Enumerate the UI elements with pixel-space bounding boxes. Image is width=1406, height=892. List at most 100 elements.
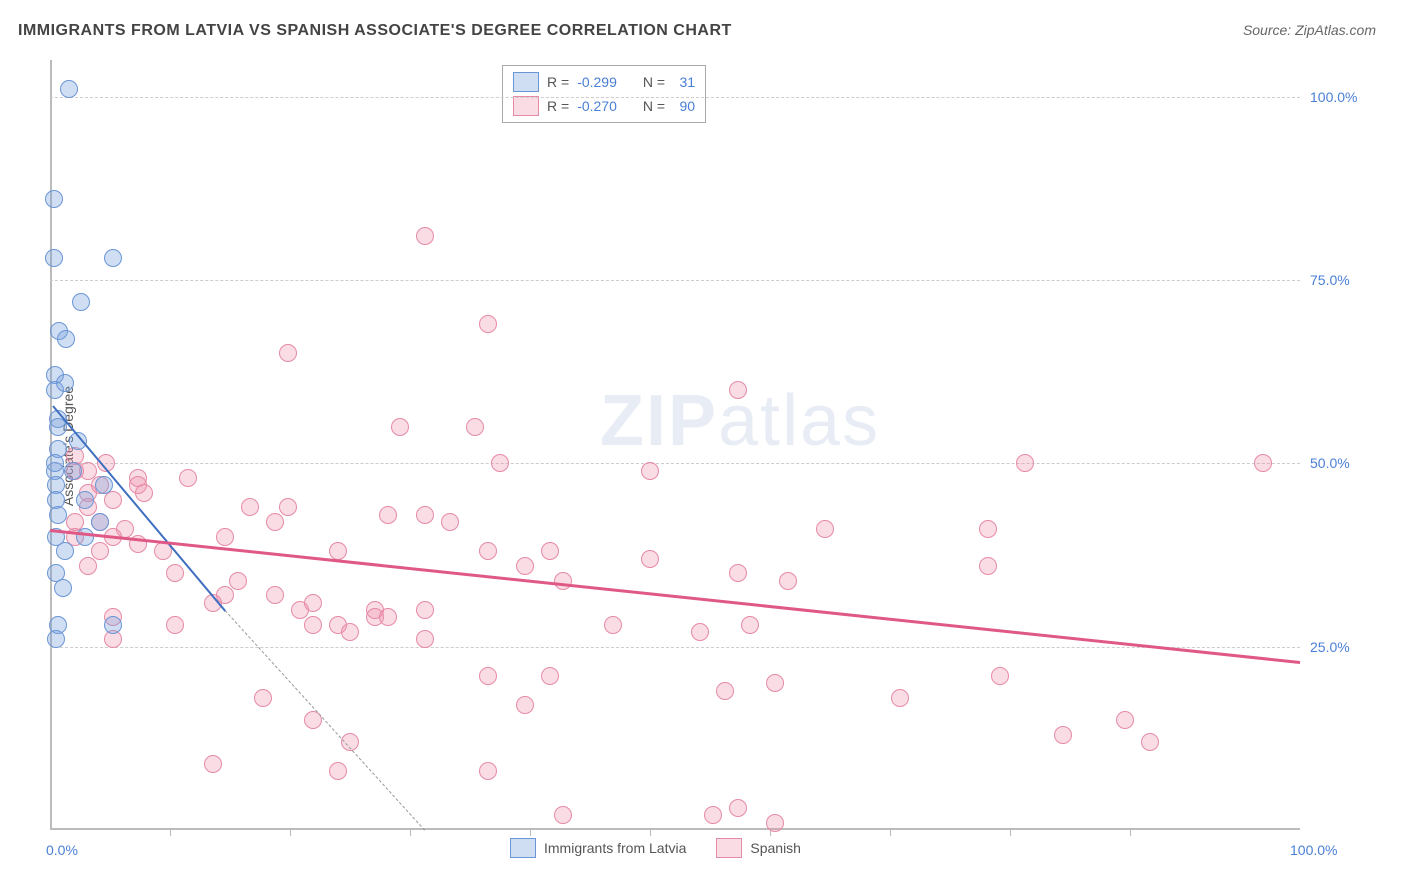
chart-title: IMMIGRANTS FROM LATVIA VS SPANISH ASSOCI… bbox=[18, 22, 732, 40]
data-point bbox=[441, 513, 459, 531]
data-point bbox=[341, 623, 359, 641]
stats-legend: R = -0.299 N = 31 R = -0.270 N = 90 bbox=[502, 65, 706, 123]
data-point bbox=[64, 462, 82, 480]
swatch-series-a-bottom bbox=[510, 838, 536, 858]
y-tick-label: 50.0% bbox=[1310, 455, 1350, 471]
trend-line bbox=[50, 529, 1300, 663]
data-point bbox=[479, 762, 497, 780]
data-point bbox=[216, 528, 234, 546]
source-credit: Source: ZipAtlas.com bbox=[1243, 22, 1376, 38]
x-min-label: 0.0% bbox=[46, 842, 78, 858]
data-point bbox=[466, 418, 484, 436]
data-point bbox=[135, 484, 153, 502]
data-point bbox=[691, 623, 709, 641]
data-point bbox=[72, 293, 90, 311]
r-label-b: R = bbox=[547, 98, 569, 114]
y-tick-label: 75.0% bbox=[1310, 272, 1350, 288]
data-point bbox=[79, 557, 97, 575]
data-point bbox=[516, 557, 534, 575]
y-tick-label: 25.0% bbox=[1310, 639, 1350, 655]
data-point bbox=[56, 542, 74, 560]
n-label-b: N = bbox=[643, 98, 665, 114]
n-label: N = bbox=[643, 74, 665, 90]
data-point bbox=[46, 454, 64, 472]
x-tick-mark bbox=[1010, 830, 1011, 836]
data-point bbox=[704, 806, 722, 824]
stats-row-a: R = -0.299 N = 31 bbox=[513, 70, 695, 94]
data-point bbox=[379, 608, 397, 626]
data-point bbox=[254, 689, 272, 707]
data-point bbox=[641, 462, 659, 480]
series-legend: Immigrants from Latvia Spanish bbox=[510, 838, 801, 858]
data-point bbox=[54, 579, 72, 597]
legend-item-b: Spanish bbox=[716, 838, 801, 858]
data-point bbox=[766, 674, 784, 692]
x-tick-mark bbox=[890, 830, 891, 836]
data-point bbox=[304, 594, 322, 612]
x-tick-mark bbox=[530, 830, 531, 836]
x-axis-line bbox=[50, 828, 1300, 830]
data-point bbox=[56, 374, 74, 392]
data-point bbox=[391, 418, 409, 436]
r-value-b: -0.270 bbox=[577, 98, 617, 114]
data-point bbox=[166, 616, 184, 634]
data-point bbox=[516, 696, 534, 714]
data-point bbox=[204, 755, 222, 773]
x-max-label: 100.0% bbox=[1290, 842, 1350, 858]
data-point bbox=[979, 520, 997, 538]
data-point bbox=[716, 682, 734, 700]
gridline bbox=[50, 97, 1300, 98]
data-point bbox=[891, 689, 909, 707]
data-point bbox=[416, 630, 434, 648]
data-point bbox=[329, 542, 347, 560]
x-tick-mark bbox=[170, 830, 171, 836]
scatter-chart: ZIPatlas R = -0.299 N = 31 R = -0.270 N … bbox=[50, 60, 1300, 830]
legend-item-a: Immigrants from Latvia bbox=[510, 838, 686, 858]
data-point bbox=[1254, 454, 1272, 472]
data-point bbox=[76, 528, 94, 546]
r-label: R = bbox=[547, 74, 569, 90]
data-point bbox=[91, 542, 109, 560]
n-value-a: 31 bbox=[673, 74, 695, 90]
data-point bbox=[479, 667, 497, 685]
data-point bbox=[95, 476, 113, 494]
x-tick-mark bbox=[290, 830, 291, 836]
data-point bbox=[991, 667, 1009, 685]
gridline bbox=[50, 463, 1300, 464]
data-point bbox=[329, 762, 347, 780]
data-point bbox=[91, 513, 109, 531]
data-point bbox=[47, 630, 65, 648]
data-point bbox=[229, 572, 247, 590]
data-point bbox=[416, 601, 434, 619]
n-value-b: 90 bbox=[673, 98, 695, 114]
data-point bbox=[541, 542, 559, 560]
data-point bbox=[479, 315, 497, 333]
data-point bbox=[60, 80, 78, 98]
x-tick-mark bbox=[410, 830, 411, 836]
data-point bbox=[729, 799, 747, 817]
watermark-bold: ZIP bbox=[600, 381, 718, 461]
x-tick-mark bbox=[1130, 830, 1131, 836]
data-point bbox=[491, 454, 509, 472]
data-point bbox=[1054, 726, 1072, 744]
data-point bbox=[979, 557, 997, 575]
data-point bbox=[279, 498, 297, 516]
data-point bbox=[741, 616, 759, 634]
data-point bbox=[416, 227, 434, 245]
data-point bbox=[304, 616, 322, 634]
data-point bbox=[166, 564, 184, 582]
source-prefix: Source: bbox=[1243, 22, 1295, 38]
data-point bbox=[541, 667, 559, 685]
data-point bbox=[766, 814, 784, 832]
data-point bbox=[179, 469, 197, 487]
r-value-a: -0.299 bbox=[577, 74, 617, 90]
swatch-series-a bbox=[513, 72, 539, 92]
x-tick-mark bbox=[650, 830, 651, 836]
data-point bbox=[45, 249, 63, 267]
data-point bbox=[379, 506, 397, 524]
data-point bbox=[241, 498, 259, 516]
data-point bbox=[1141, 733, 1159, 751]
data-point bbox=[76, 491, 94, 509]
data-point bbox=[729, 381, 747, 399]
data-point bbox=[479, 542, 497, 560]
